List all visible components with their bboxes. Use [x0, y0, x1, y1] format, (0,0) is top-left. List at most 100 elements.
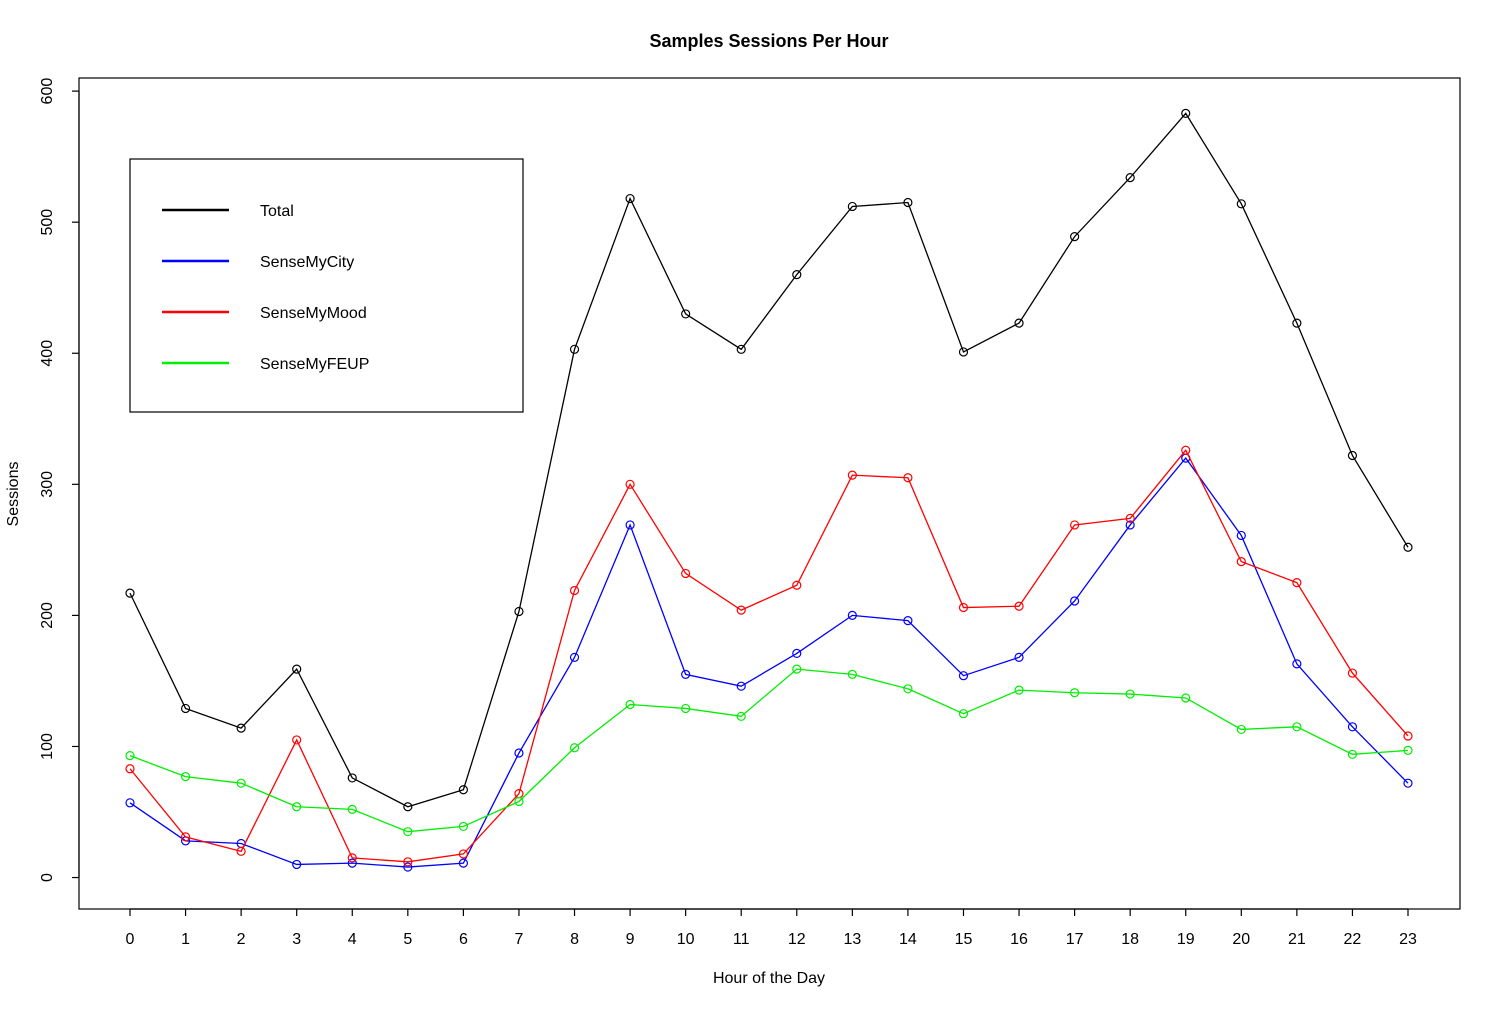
data-point	[292, 735, 302, 745]
data-point	[1070, 231, 1080, 242]
series-line	[129, 449, 1409, 863]
data-point	[569, 585, 580, 596]
x-tick-label: 16	[1010, 931, 1028, 948]
data-point	[1403, 542, 1413, 552]
series-total	[125, 108, 1413, 812]
data-point	[403, 857, 413, 867]
data-point	[1347, 749, 1358, 759]
data-point	[736, 605, 746, 615]
data-point	[903, 684, 913, 694]
data-point	[125, 588, 135, 598]
data-point	[736, 711, 746, 721]
data-point	[681, 309, 691, 319]
data-point	[1181, 445, 1191, 455]
data-point	[180, 703, 191, 714]
data-point	[1403, 731, 1413, 741]
series-line	[129, 668, 1409, 833]
x-tick-label: 3	[292, 931, 301, 948]
data-point	[1292, 722, 1302, 732]
data-point	[625, 520, 635, 530]
data-point	[736, 681, 746, 691]
data-point	[958, 709, 969, 719]
series-line	[129, 457, 1409, 868]
data-point	[1236, 199, 1246, 209]
y-tick-label: 500	[39, 209, 56, 236]
data-point	[1403, 745, 1413, 756]
data-point	[1070, 596, 1080, 606]
data-point	[903, 616, 913, 626]
data-point	[1292, 578, 1302, 588]
data-point	[1403, 778, 1413, 788]
x-tick-label: 9	[626, 931, 635, 948]
y-tick-label: 600	[39, 78, 56, 105]
data-point	[1347, 450, 1358, 461]
series-sensemycity	[125, 453, 1413, 872]
x-tick-label: 18	[1121, 931, 1139, 948]
x-axis-label: Hour of the Day	[713, 970, 825, 987]
data-point	[681, 669, 691, 679]
data-point	[681, 703, 691, 714]
data-point	[1014, 601, 1024, 611]
x-tick-label: 11	[733, 931, 750, 948]
x-tick-label: 1	[181, 931, 190, 948]
data-point	[292, 802, 302, 812]
data-point	[1014, 685, 1024, 695]
data-point	[514, 748, 524, 758]
x-tick-label: 12	[788, 931, 806, 948]
data-point	[180, 832, 191, 842]
data-point	[1181, 108, 1191, 118]
data-point	[347, 773, 357, 783]
data-point	[292, 859, 302, 870]
data-point	[1070, 688, 1080, 698]
data-point	[847, 610, 857, 620]
x-tick-label: 0	[126, 931, 135, 948]
x-tick-label: 21	[1288, 931, 1306, 948]
data-point	[1125, 689, 1135, 699]
data-point	[792, 580, 802, 590]
data-point	[125, 798, 135, 808]
y-tick-label: 100	[39, 733, 56, 760]
data-point	[792, 664, 802, 674]
data-point	[1236, 724, 1246, 735]
data-point	[458, 849, 468, 859]
legend: Total SenseMyCity SenseMyMood SenseMyFEUP	[129, 158, 524, 413]
legend-label: SenseMyCity	[260, 254, 354, 271]
legend-label: SenseMyFEUP	[260, 356, 369, 373]
data-point	[1125, 173, 1135, 183]
data-point	[569, 652, 580, 662]
y-tick-label: 300	[39, 471, 56, 498]
data-point	[514, 606, 524, 617]
data-point	[1347, 722, 1358, 732]
data-point	[1236, 530, 1246, 541]
data-point	[1181, 693, 1191, 703]
data-point	[681, 568, 691, 579]
data-point	[792, 648, 802, 659]
data-point	[514, 796, 524, 807]
legend-label: Total	[260, 203, 294, 220]
x-tick-label: 7	[515, 931, 524, 948]
data-point	[403, 827, 413, 837]
x-tick-label: 10	[677, 931, 695, 948]
data-point	[292, 664, 302, 674]
data-point	[125, 764, 135, 774]
y-tick-label: 200	[39, 602, 56, 629]
data-point	[736, 344, 746, 354]
y-tick-label: 400	[39, 340, 56, 367]
series-layer	[125, 108, 1413, 872]
x-tick-label: 14	[899, 931, 917, 948]
data-point	[625, 699, 635, 710]
x-tick-label: 23	[1399, 931, 1417, 948]
data-point	[903, 197, 913, 208]
data-point	[403, 862, 413, 872]
x-tick-label: 2	[237, 931, 246, 948]
y-tick-label: 0	[39, 873, 56, 882]
data-point	[458, 785, 468, 795]
data-point	[847, 470, 857, 480]
data-point	[958, 671, 969, 681]
legend-box	[129, 158, 524, 413]
x-tick-label: 4	[348, 931, 357, 948]
data-point	[1292, 659, 1302, 669]
data-point	[1014, 318, 1024, 328]
data-point	[1292, 318, 1302, 328]
